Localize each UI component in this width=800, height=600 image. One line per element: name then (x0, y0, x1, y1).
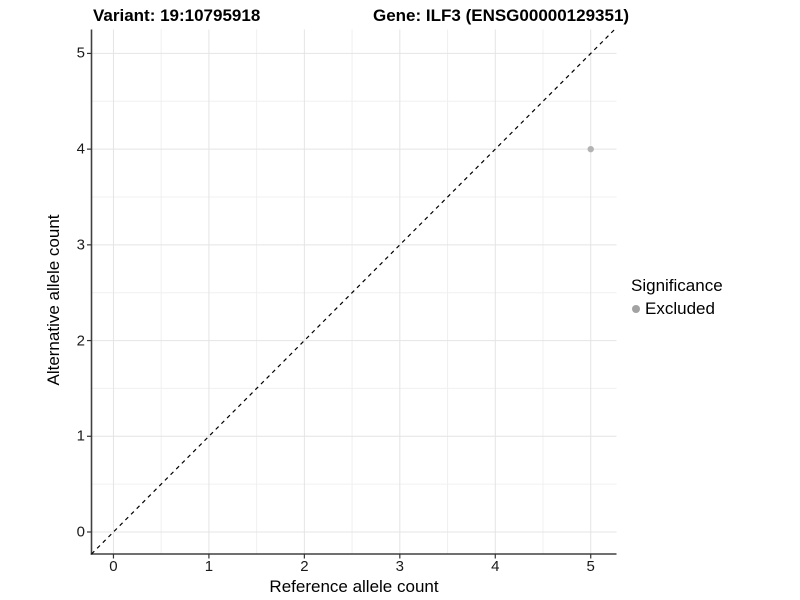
data-point (587, 145, 594, 153)
legend-entry: Excluded (631, 299, 723, 319)
plot-title-variant: Variant: 19:10795918 (93, 6, 261, 25)
plot-title-gene: Gene: ILF3 (ENSG00000129351) (373, 6, 630, 25)
y-axis-title: Alternative allele count (44, 214, 63, 386)
x-axis-title: Reference allele count (269, 577, 439, 596)
legend-entries: Excluded (631, 299, 723, 319)
legend-key-dot-icon (632, 305, 640, 313)
legend-entry-label: Excluded (645, 299, 715, 318)
identity-reference-line (91, 29, 616, 555)
legend: Significance Excluded (631, 276, 723, 319)
legend-title: Significance (631, 276, 723, 295)
